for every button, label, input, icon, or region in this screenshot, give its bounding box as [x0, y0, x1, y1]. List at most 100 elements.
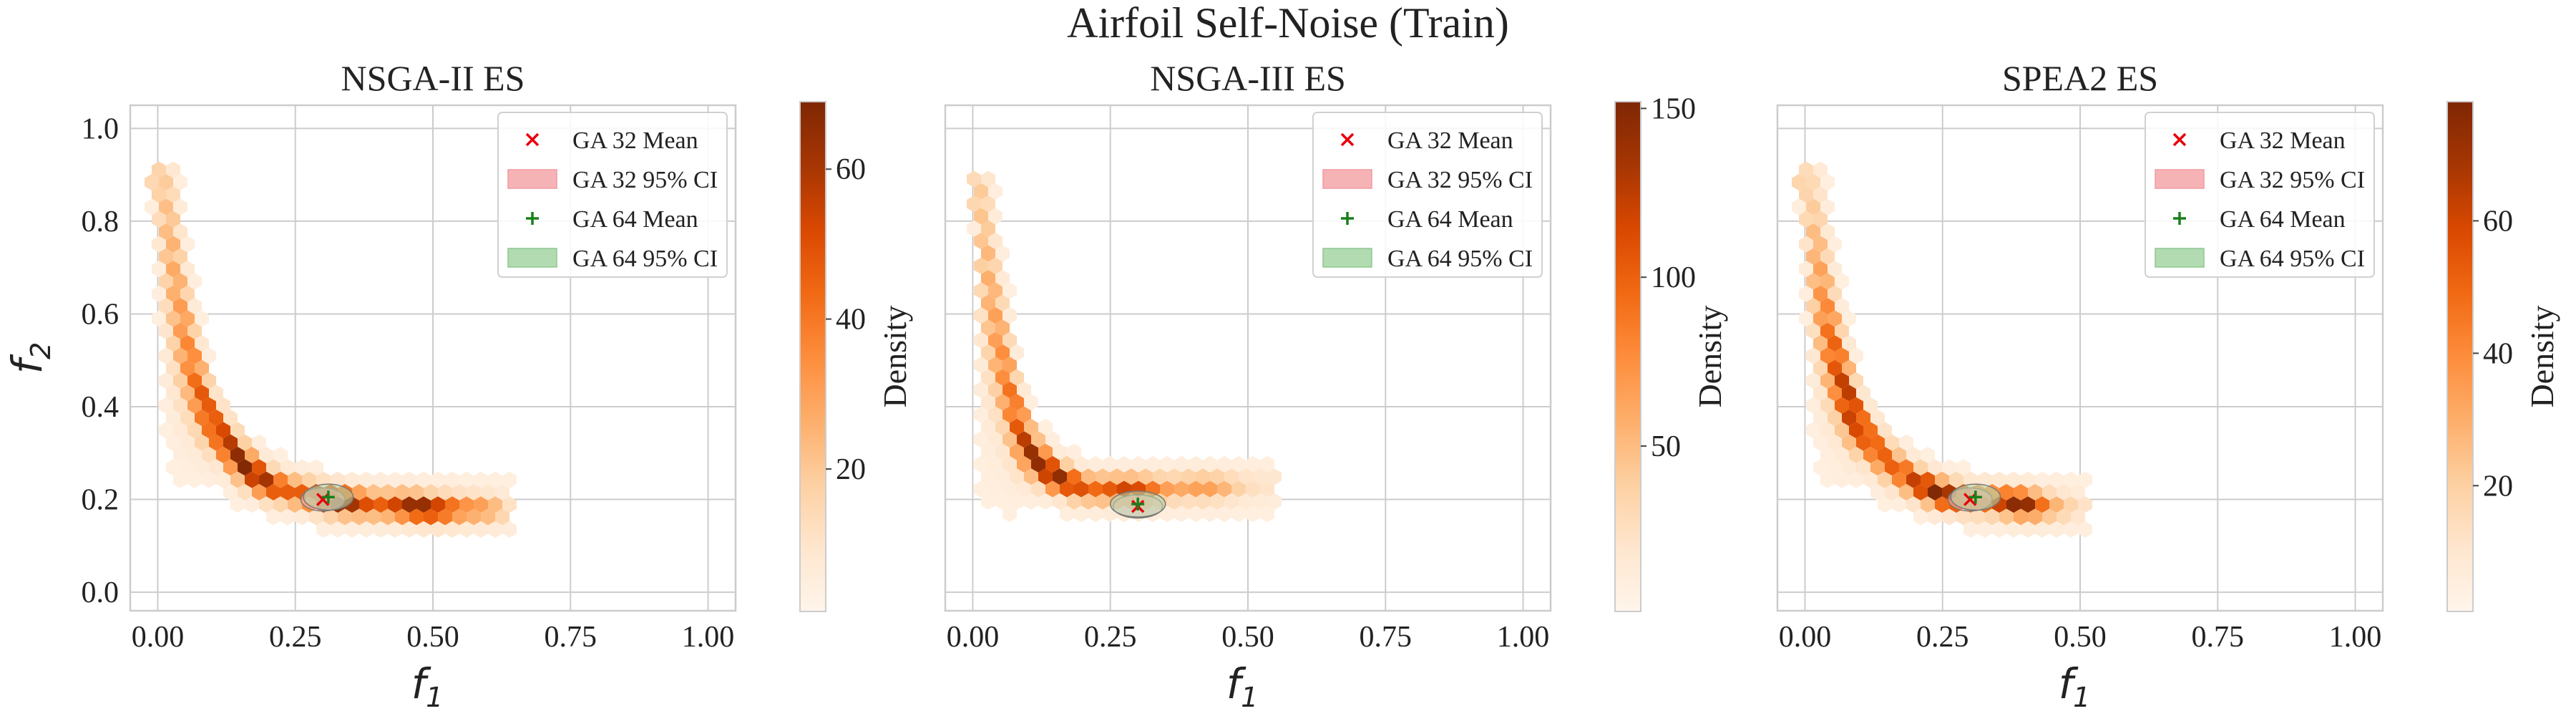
- hex-bin: [1110, 468, 1124, 485]
- legend: GA 32 Mean GA 32 95% CI GA 64 Mean GA 64 95…: [2145, 112, 2375, 278]
- hex-bin: [1813, 310, 1828, 327]
- hex-bin: [974, 357, 988, 374]
- hex-bin: [230, 496, 245, 513]
- hex-bin: [974, 382, 988, 399]
- legend: GA 32 Mean GA 32 95% CI GA 64 Mean GA 64 95…: [497, 112, 728, 278]
- ga64-mean-legend-label: GA 64 Mean: [2220, 206, 2346, 233]
- hex-bin: [1124, 468, 1138, 485]
- hex-bin: [1828, 285, 1842, 302]
- colorbar-tick-label: 100: [1651, 261, 1696, 294]
- hex-bin: [1088, 455, 1103, 473]
- hex-bin: [474, 496, 488, 513]
- hex-bin: [252, 459, 266, 476]
- legend-box: [1312, 112, 1543, 278]
- hex-bin: [1203, 505, 1217, 523]
- panel-1: 0.00 0.25 0.50 0.75 1.00 0.0 0.2 0.4 0.6 0.8 1.0 NS…: [3, 58, 913, 713]
- hex-bin: [495, 508, 509, 526]
- hex-bin: [481, 483, 495, 500]
- hex-bin: [223, 483, 238, 500]
- hex-bin: [345, 521, 359, 538]
- hex-bin: [1239, 468, 1253, 485]
- axes-frame: [944, 104, 1552, 612]
- hex-bin: [166, 310, 180, 327]
- colorbar-gradient: [799, 101, 826, 612]
- hex-bin: [2006, 496, 2021, 513]
- ga32-ci-legend-label: GA 32 95% CI: [2220, 167, 2365, 193]
- hex-bin: [230, 422, 245, 439]
- hex-bin: [2049, 521, 2064, 538]
- hex-bin: [1231, 480, 1246, 498]
- hex-bin: [1217, 505, 1231, 523]
- colorbar-tick-label: 60: [836, 153, 866, 186]
- hex-bin: [180, 310, 195, 327]
- hex-bin: [1828, 236, 1842, 253]
- hex-bin: [1813, 335, 1828, 352]
- hex-bin: [1835, 298, 1849, 315]
- hex-bin: [1842, 359, 1856, 377]
- hex-bin: [173, 223, 187, 241]
- ga64-ci-legend-patch: [1322, 248, 1372, 268]
- hex-bin: [1196, 468, 1210, 485]
- hex-bin: [145, 173, 159, 190]
- hex-bin: [1153, 468, 1167, 485]
- hex-bin: [1949, 471, 1963, 488]
- hex-bin: [1203, 480, 1217, 498]
- hex-bin: [1260, 505, 1274, 523]
- hex-bin: [1813, 211, 1828, 228]
- hex-bin: [1131, 455, 1146, 473]
- hex-bin: [981, 319, 995, 337]
- y-tick-label: 1.0: [82, 112, 119, 145]
- hex-bin: [1174, 455, 1189, 473]
- hex-bin: [159, 298, 173, 315]
- hex-bin: [1103, 480, 1117, 498]
- hex-bin: [1189, 455, 1203, 473]
- hex-bin: [352, 508, 366, 526]
- hex-bin: [1002, 431, 1017, 448]
- hex-bin: [1002, 406, 1017, 423]
- hex-bin: [995, 394, 1010, 411]
- hex-bin: [445, 496, 459, 513]
- hex-bin: [295, 508, 309, 526]
- hex-bin: [245, 471, 259, 488]
- hex-bin: [1835, 471, 1849, 488]
- hex-bin: [1799, 211, 1813, 228]
- hex-bin: [381, 508, 395, 526]
- hex-bin: [974, 257, 988, 274]
- hex-bin: [338, 508, 352, 526]
- hex-bin: [1971, 508, 1985, 526]
- hex-bin: [1863, 471, 1878, 488]
- hex-bin: [302, 471, 316, 488]
- hex-bin: [1067, 443, 1081, 460]
- hex-bin: [967, 220, 981, 237]
- hex-bin: [1060, 455, 1074, 473]
- hex-bin: [395, 508, 409, 526]
- x-tick-label: 0.00: [947, 621, 1000, 654]
- y-tick-label: 0.0: [82, 576, 119, 609]
- hex-bin: [1053, 443, 1067, 460]
- hex-bin: [266, 459, 280, 476]
- hex-bin: [202, 397, 216, 414]
- ga64-mean-legend-label: GA 64 Mean: [1387, 206, 1513, 233]
- colorbar: 20 40 60 Density: [799, 101, 913, 612]
- hex-bin: [2035, 496, 2049, 513]
- hex-bin: [230, 446, 245, 463]
- hex-bin: [352, 483, 366, 500]
- hex-bin: [280, 459, 295, 476]
- hex-bin: [381, 483, 395, 500]
- hex-bin: [1792, 173, 1806, 190]
- hex-bin: [1010, 369, 1024, 386]
- hex-bin: [1010, 344, 1024, 362]
- hex-bin: [180, 261, 195, 278]
- hex-bin: [1885, 459, 1899, 476]
- hex-bin: [474, 471, 488, 488]
- hex-bin: [152, 285, 166, 302]
- hex-bin: [273, 496, 288, 513]
- hex-bin: [1813, 384, 1828, 402]
- hex-bin: [166, 285, 180, 302]
- hex-bin: [173, 397, 187, 414]
- hex-bin: [1835, 322, 1849, 339]
- hex-bin: [1799, 285, 1813, 302]
- hex-bin: [166, 410, 180, 427]
- hex-bin: [1863, 422, 1878, 439]
